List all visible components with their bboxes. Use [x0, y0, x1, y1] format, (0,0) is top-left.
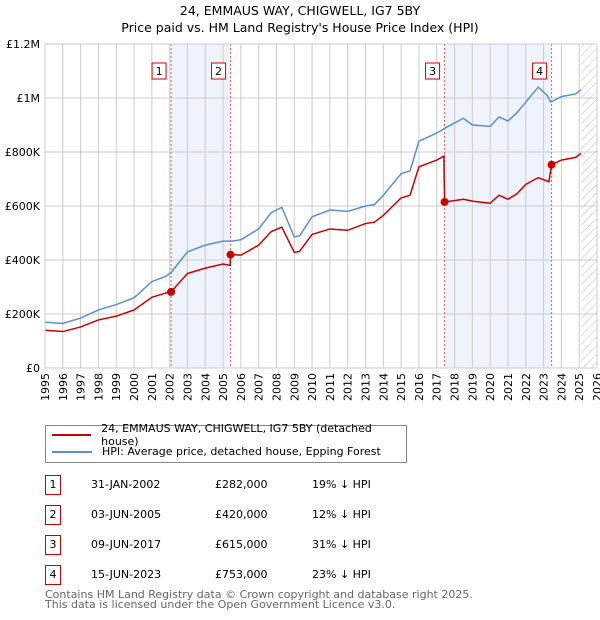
plot-frame [44, 43, 598, 369]
legend-swatch-hpi [52, 450, 92, 453]
transaction-row: 4 15-JUN-2023 £753,000 23% ↓ HPI [45, 565, 465, 585]
legend-property: 24, EMMAUS WAY, CHIGWELL, IG7 5BY (detac… [101, 421, 372, 448]
sale-marker-box [425, 62, 441, 80]
chart-subtitle: Price paid vs. HM Land Registry's House … [121, 20, 479, 35]
y-tick-label: £400K [5, 254, 41, 267]
legend: 24, EMMAUS WAY, CHIGWELL, IG7 5BY (detac… [45, 421, 407, 463]
x-tick-label: 2014 [377, 373, 390, 401]
x-tick-label: 2015 [395, 373, 408, 401]
x-tick-label: 2020 [484, 373, 497, 401]
x-tick-label: 2022 [520, 373, 533, 401]
transaction-diff: 19% ↓ HPI [312, 478, 371, 491]
x-tick-label: 1998 [92, 373, 105, 401]
x-tick-label: 2012 [342, 373, 355, 401]
transaction-date: 15-JUN-2023 [91, 568, 162, 581]
sale-marker-box [151, 62, 167, 80]
transaction-diff: 12% ↓ HPI [312, 508, 371, 521]
transaction-marker: 3 [45, 535, 61, 555]
transaction-marker: 4 [45, 565, 61, 585]
x-tick-label: 2018 [449, 373, 462, 401]
sale-marker-label: 1 [156, 65, 163, 78]
y-tick-label: £0 [26, 362, 40, 375]
x-tick-label: 2008 [270, 373, 283, 401]
x-tick-label: 2017 [431, 373, 444, 401]
transaction-date: 31-JAN-2002 [91, 478, 161, 491]
footer: Contains HM Land Registry data © Crown c… [45, 588, 473, 611]
sale-marker-label: 4 [536, 65, 543, 78]
x-tick-label: 2010 [306, 373, 319, 401]
x-tick-label: 2016 [413, 373, 426, 401]
x-tick-label: 2011 [324, 373, 337, 401]
sale-marker-label: 3 [429, 65, 436, 78]
transaction-date: 03-JUN-2005 [91, 508, 162, 521]
hpi-line [44, 86, 582, 325]
x-tick-label: 2000 [128, 373, 141, 401]
y-tick-label: £200K [5, 308, 41, 321]
x-tick-label: 2025 [573, 373, 586, 401]
transaction-diff: 31% ↓ HPI [312, 538, 371, 551]
y-tick-label: £800K [5, 146, 41, 159]
x-tick-label: 2002 [164, 373, 177, 401]
transaction-date: 09-JUN-2017 [91, 538, 162, 551]
x-tick-label: 2001 [146, 373, 159, 401]
x-tick-label: 2006 [235, 373, 248, 401]
x-tick-label: 1997 [75, 373, 88, 401]
legend-swatch-property [52, 433, 92, 436]
sale-point [226, 250, 235, 259]
y-tick-label: £600K [5, 200, 41, 213]
x-tick-label: 1995 [39, 373, 52, 401]
transaction-price: £753,000 [215, 568, 268, 581]
transaction-row: 1 31-JAN-2002 £282,000 19% ↓ HPI [45, 475, 465, 495]
transaction-row: 2 03-JUN-2005 £420,000 12% ↓ HPI [45, 505, 465, 525]
x-tick-label: 2019 [466, 373, 479, 401]
sale-marker-box [532, 62, 548, 80]
transaction-price: £615,000 [215, 538, 268, 551]
y-tick-label: £1.2M [6, 38, 40, 51]
sale-point [440, 197, 449, 206]
transaction-price: £282,000 [215, 478, 268, 491]
footer-line1: Contains HM Land Registry data © Crown c… [45, 588, 473, 601]
x-tick-label: 2021 [502, 373, 515, 401]
x-tick-label: 2024 [555, 373, 568, 401]
legend-hpi: HPI: Average price, detached house, Eppi… [102, 445, 381, 458]
sale-marker-label: 2 [215, 65, 222, 78]
x-tick-label: 2023 [538, 373, 551, 401]
price-chart: 1995 1996 1997 1998 1999 2000 2001 2002 2003 2004… [5, 38, 600, 401]
footer-line2: This data is licensed under the Open Gov… [45, 598, 396, 611]
sale-point [167, 287, 176, 296]
x-tick-label: 2009 [288, 373, 301, 401]
x-tick-label: 2003 [181, 373, 194, 401]
transaction-marker: 1 [45, 475, 61, 495]
transaction-marker: 2 [45, 505, 61, 525]
x-tick-label: 1999 [110, 373, 123, 401]
sale-marker-box [211, 62, 227, 80]
chart-title: 24, EMMAUS WAY, CHIGWELL, IG7 5BY [179, 3, 421, 18]
x-tick-label: 2007 [253, 373, 266, 401]
transaction-diff: 23% ↓ HPI [312, 568, 371, 581]
y-tick-label: £1M [17, 92, 41, 105]
transaction-row: 3 09-JUN-2017 £615,000 31% ↓ HPI [45, 535, 465, 555]
transaction-price: £420,000 [215, 508, 268, 521]
x-tick-label: 1996 [57, 373, 70, 401]
x-tick-label: 2005 [217, 373, 230, 401]
x-tick-label: 2013 [360, 373, 373, 401]
x-tick-label: 2026 [591, 373, 600, 401]
sale-point [547, 160, 556, 169]
x-tick-label: 2004 [199, 373, 212, 401]
